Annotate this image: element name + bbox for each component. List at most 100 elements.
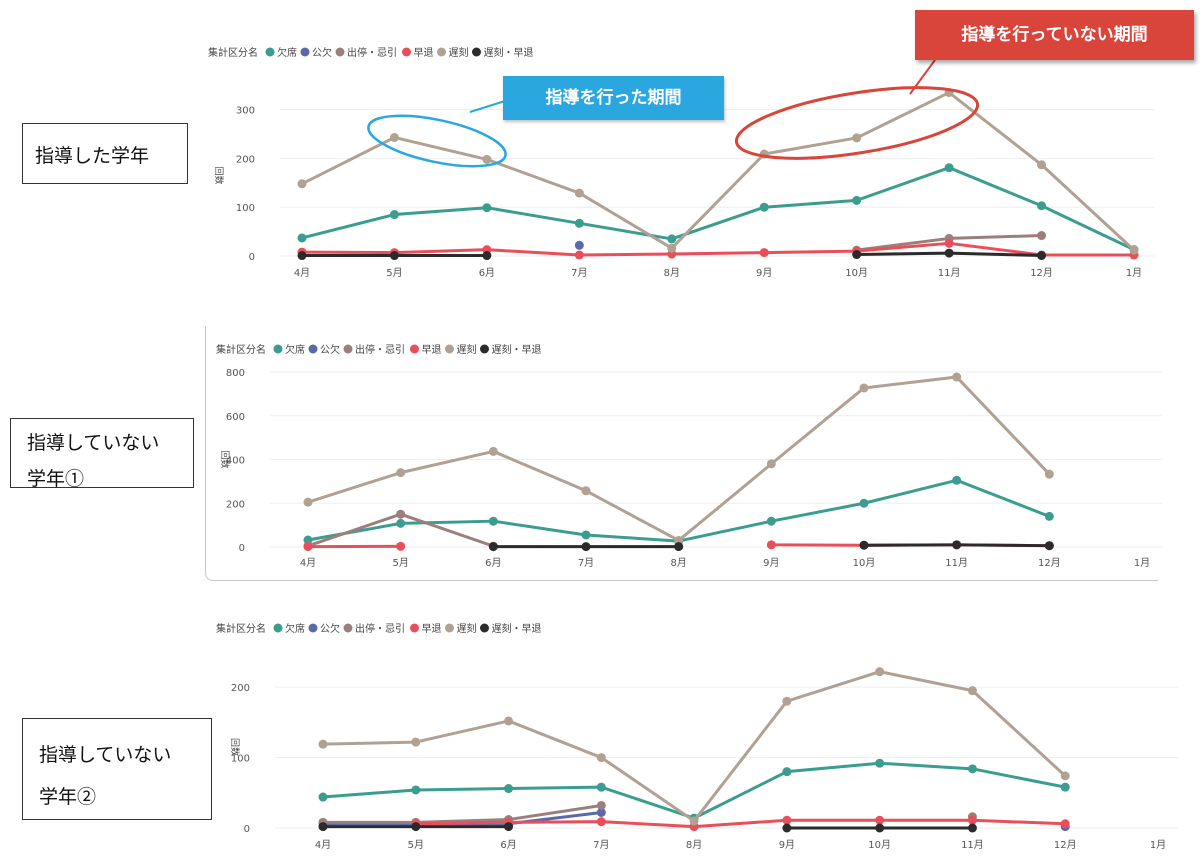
data-point	[667, 243, 677, 253]
legend-marker	[343, 344, 353, 354]
data-point	[411, 785, 421, 795]
x-tick-label: 11月	[938, 267, 961, 279]
x-tick-label: 7月	[571, 267, 587, 279]
data-point	[297, 251, 307, 261]
legend-marker	[480, 344, 489, 354]
data-point	[944, 163, 954, 173]
x-tick-label: 6月	[500, 839, 516, 851]
y-tick-label: 400	[226, 456, 245, 467]
series-line	[322, 761, 1066, 820]
x-tick-label: 1月	[1150, 839, 1166, 851]
legend-label: 早退	[422, 623, 442, 635]
y-tick-label: 200	[231, 683, 250, 694]
legend-label: 公欠	[312, 46, 332, 59]
data-point	[1037, 251, 1047, 261]
data-point	[411, 822, 421, 832]
data-point	[1037, 160, 1047, 170]
legend-title: 集計区分名	[208, 46, 258, 59]
line-chart-unguided-grade-2: 0 100 200 回数 4月 5月 6月 7月 8月 9月 10月 11月 12月 1月 集計区分名 欠席 公…	[216, 622, 1178, 851]
data-point	[852, 195, 862, 205]
data-point	[488, 542, 498, 552]
legend-marker	[265, 47, 275, 57]
legend-label: 早退	[414, 47, 434, 59]
legend-label: 遅刻	[457, 343, 477, 356]
panel-label-line-2: 学年①	[27, 468, 85, 491]
legend-label: 遅刻・早退	[484, 46, 534, 59]
panel-label-unguided-grade-2: 指導していない 学年②	[22, 718, 212, 820]
y-tick-label: 200	[226, 499, 245, 510]
x-tick-label: 8月	[670, 557, 686, 569]
callout-not-guided-period: 指導を行っていない期間	[915, 10, 1194, 60]
legend-label: 欠席	[277, 46, 297, 59]
data-point	[482, 203, 492, 213]
y-axis-label: 回数	[213, 166, 225, 184]
data-point	[396, 518, 406, 528]
legend-marker	[273, 623, 283, 633]
y-axis-label: 回数	[229, 738, 241, 756]
legend-marker	[480, 623, 489, 633]
data-point	[1129, 245, 1139, 255]
legend-marker	[335, 47, 345, 57]
y-tick-label: 100	[236, 203, 255, 214]
x-tick-label: 12月	[1030, 267, 1053, 279]
callout-guided-period: 指導を行った期間	[503, 76, 724, 120]
x-tick-label: 12月	[1038, 557, 1061, 569]
panel-label-line-1: 指導していない	[39, 744, 172, 766]
legend-label: 出停・忌引	[355, 622, 405, 635]
x-tick-label: 9月	[756, 267, 772, 279]
legend-label: 遅刻・早退	[492, 343, 542, 356]
data-point	[667, 234, 677, 244]
data-point	[574, 218, 584, 228]
data-point	[967, 686, 977, 696]
series-line	[415, 818, 1066, 829]
x-tick-label: 8月	[686, 839, 702, 851]
data-point	[1044, 511, 1054, 521]
data-point	[759, 202, 769, 212]
y-tick-label: 300	[236, 106, 255, 117]
data-point	[1037, 201, 1047, 211]
data-point	[581, 530, 591, 540]
legend-label: 出停・忌引	[355, 343, 405, 356]
data-point	[297, 233, 307, 243]
guided-period-highlight	[367, 114, 507, 168]
y-tick-label: 800	[226, 368, 245, 379]
x-tick-label: 1月	[1126, 267, 1142, 279]
y-tick-label: 0	[239, 543, 245, 554]
x-tick-label: 4月	[315, 839, 331, 851]
data-point	[875, 758, 885, 768]
series-line	[307, 478, 1050, 543]
x-tick-label: 6月	[485, 557, 501, 569]
data-point	[689, 816, 699, 826]
data-point	[574, 240, 584, 250]
data-point	[859, 540, 869, 550]
chart-frame-unguided-grade-1	[205, 326, 1158, 581]
x-tick-label: 9月	[779, 839, 795, 851]
x-tick-label: 5月	[408, 839, 424, 851]
callout-pointer	[469, 100, 506, 113]
legend-marker	[402, 47, 411, 57]
y-tick-label: 0	[249, 252, 255, 263]
x-tick-label: 4月	[294, 267, 310, 279]
legend-title: 集計区分名	[216, 622, 266, 635]
data-point	[411, 737, 421, 747]
legend-marker	[410, 623, 419, 633]
x-tick-label: 6月	[479, 267, 495, 279]
data-point	[581, 542, 591, 552]
data-point	[488, 446, 498, 456]
data-point	[389, 132, 399, 142]
data-point	[596, 753, 606, 763]
x-tick-label: 7月	[593, 839, 609, 851]
legend-marker	[410, 344, 419, 354]
data-point	[967, 823, 977, 833]
data-point	[318, 822, 328, 832]
data-point	[504, 822, 514, 832]
x-tick-label: 7月	[578, 557, 594, 569]
data-point	[852, 250, 862, 260]
data-point	[596, 782, 606, 792]
x-tick-label: 11月	[961, 839, 984, 851]
x-tick-label: 8月	[664, 267, 680, 279]
y-tick-label: 600	[226, 412, 245, 423]
legend-label: 公欠	[320, 343, 340, 356]
data-point	[1060, 782, 1070, 792]
data-point	[303, 497, 313, 507]
